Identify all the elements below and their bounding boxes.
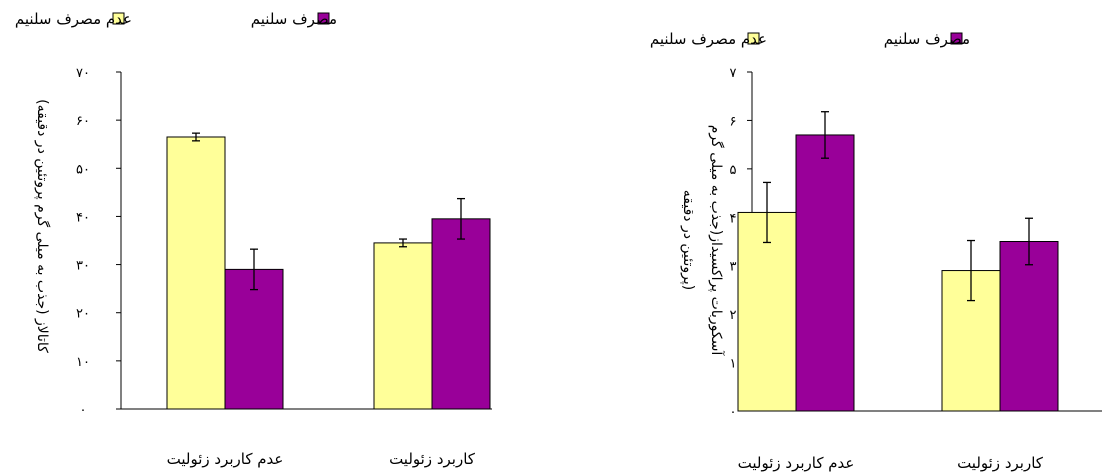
legend-label-selenium: مصرف سلنیم — [251, 10, 337, 28]
y-axis-label: کاتالاز (جذب به میلی گرم پروتئین در دقیق… — [34, 99, 51, 353]
y-tick-label: ۵۰ — [76, 162, 90, 177]
legend-swatch-no-selenium — [747, 32, 760, 45]
y-ticks: ۰ ۱ ۲ ۳ ۴ ۵ ۶ ۷ — [730, 66, 752, 420]
bar — [737, 211, 797, 412]
bar — [166, 136, 226, 410]
y-tick-label: ۴۰ — [76, 210, 90, 225]
y-tick-label: ۱۰ — [76, 355, 90, 370]
category-labels: کاربرد زئولیت عدم کاربرد زئولیت — [167, 450, 476, 468]
legend-label-no-selenium: عدم مصرف سلنیم — [15, 10, 132, 28]
legend: عدم مصرف سلنیم مصرف سلنیم — [650, 30, 970, 48]
bar — [431, 218, 491, 410]
y-tick-label: ۲ — [730, 308, 737, 323]
y-tick-label: ۳ — [730, 260, 737, 275]
y-tick-label: ۰ — [730, 405, 737, 420]
bar — [795, 134, 855, 412]
y-tick-label: ۵ — [730, 163, 737, 178]
category-label: کاربرد زئولیت — [957, 454, 1044, 472]
bar — [373, 242, 433, 410]
legend-swatch-no-selenium — [112, 12, 125, 25]
category-labels: کاربرد زئولیت عدم کاربرد زئولیت — [738, 454, 1044, 472]
y-tick-label: ۷ — [730, 66, 737, 81]
y-axis-label-line-2: پروتئین در دقیقه) — [680, 190, 696, 291]
y-ticks: ۰ ۱۰ ۲۰ ۳۰ ۴۰ ۵۰ ۶۰ ۷۰ — [76, 66, 121, 418]
y-tick-label: ۰ — [80, 403, 87, 418]
bars — [737, 111, 1059, 412]
y-tick-label: ۲۰ — [76, 307, 90, 322]
legend: عدم مصرف سلنیم مصرف سلنیم — [15, 10, 337, 28]
ascorbate-peroxidase-chart: عدم مصرف سلنیم مصرف سلنیم آسکوربات پراکس… — [650, 30, 1102, 472]
category-label: عدم کاربرد زئولیت — [738, 454, 855, 472]
legend-label-no-selenium: عدم مصرف سلنیم — [650, 30, 767, 48]
catalase-chart: عدم مصرف سلنیم مصرف سلنیم کاتالاز (جذب ب… — [15, 10, 492, 468]
y-tick-label: ۷۰ — [76, 66, 90, 81]
y-tick-label: ۳۰ — [76, 259, 90, 274]
bar — [224, 268, 284, 410]
y-tick-label: ۱ — [730, 357, 737, 372]
bar — [999, 241, 1059, 412]
category-label: عدم کاربرد زئولیت — [167, 450, 284, 468]
legend-swatch-selenium — [317, 12, 330, 25]
legend-swatch-selenium — [950, 32, 963, 45]
y-tick-label: ۴ — [730, 211, 737, 226]
legend-label-selenium: مصرف سلنیم — [884, 30, 970, 48]
y-tick-label: ۶۰ — [76, 114, 90, 129]
y-axis-label-line-1: آسکوربات پراکسیداز(جذب به میلی گرم — [708, 125, 725, 357]
y-tick-label: ۶ — [730, 114, 737, 129]
bars — [166, 132, 491, 410]
category-label: کاربرد زئولیت — [389, 450, 476, 468]
